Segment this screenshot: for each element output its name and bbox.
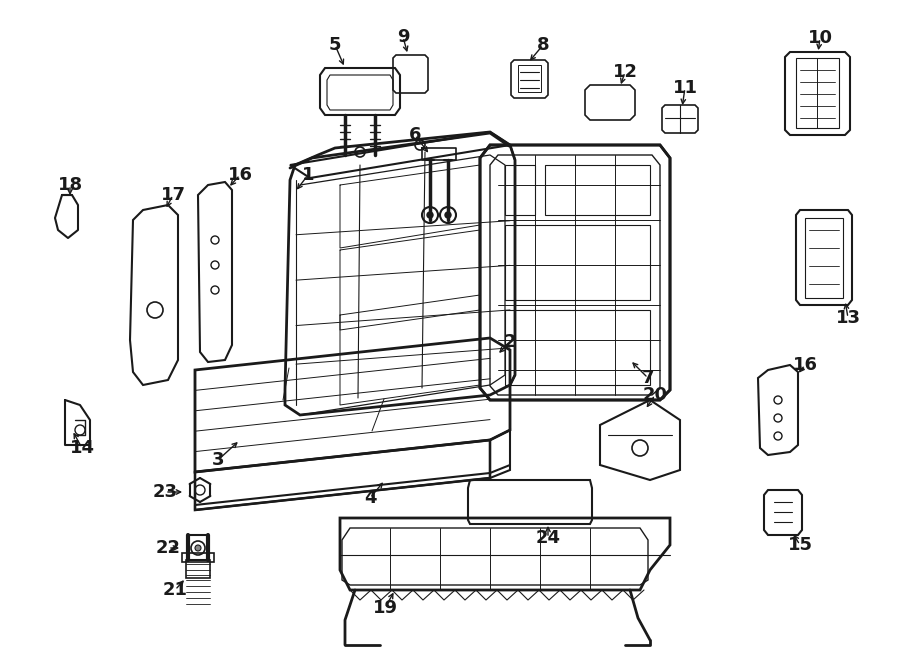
- Text: 1: 1: [302, 166, 314, 184]
- Text: 18: 18: [58, 176, 83, 194]
- Text: 23: 23: [152, 483, 177, 501]
- Text: 11: 11: [672, 79, 698, 97]
- Text: 3: 3: [212, 451, 224, 469]
- Circle shape: [195, 545, 201, 551]
- Text: 15: 15: [788, 536, 813, 554]
- Text: 24: 24: [536, 529, 561, 547]
- Text: 7: 7: [642, 369, 654, 387]
- Text: 4: 4: [364, 489, 376, 507]
- Text: 20: 20: [643, 386, 668, 404]
- Text: 6: 6: [409, 126, 421, 144]
- Text: 19: 19: [373, 599, 398, 617]
- Text: 22: 22: [156, 539, 181, 557]
- Text: 9: 9: [397, 28, 410, 46]
- Text: 14: 14: [69, 439, 94, 457]
- Text: 21: 21: [163, 581, 187, 599]
- Text: 5: 5: [328, 36, 341, 54]
- Circle shape: [445, 212, 451, 218]
- Text: 8: 8: [536, 36, 549, 54]
- Text: 13: 13: [835, 309, 860, 327]
- Text: 16: 16: [793, 356, 817, 374]
- Text: 16: 16: [228, 166, 253, 184]
- Text: 10: 10: [807, 29, 833, 47]
- Circle shape: [427, 212, 433, 218]
- Text: 2: 2: [504, 333, 517, 351]
- Text: 17: 17: [160, 186, 185, 204]
- Text: 12: 12: [613, 63, 637, 81]
